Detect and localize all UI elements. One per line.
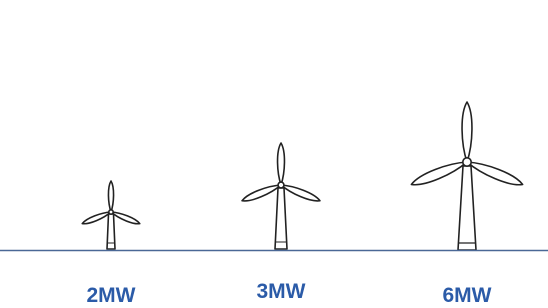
turbine-small <box>81 181 140 249</box>
turbine-large <box>410 102 525 250</box>
turbine-label: 6MW <box>443 284 492 307</box>
turbine-label: 2MW <box>87 284 136 307</box>
turbine-diagram: 2MW 3MW 6MW <box>0 0 548 308</box>
turbine-label: 3MW <box>257 280 306 303</box>
turbine-medium <box>241 143 321 249</box>
